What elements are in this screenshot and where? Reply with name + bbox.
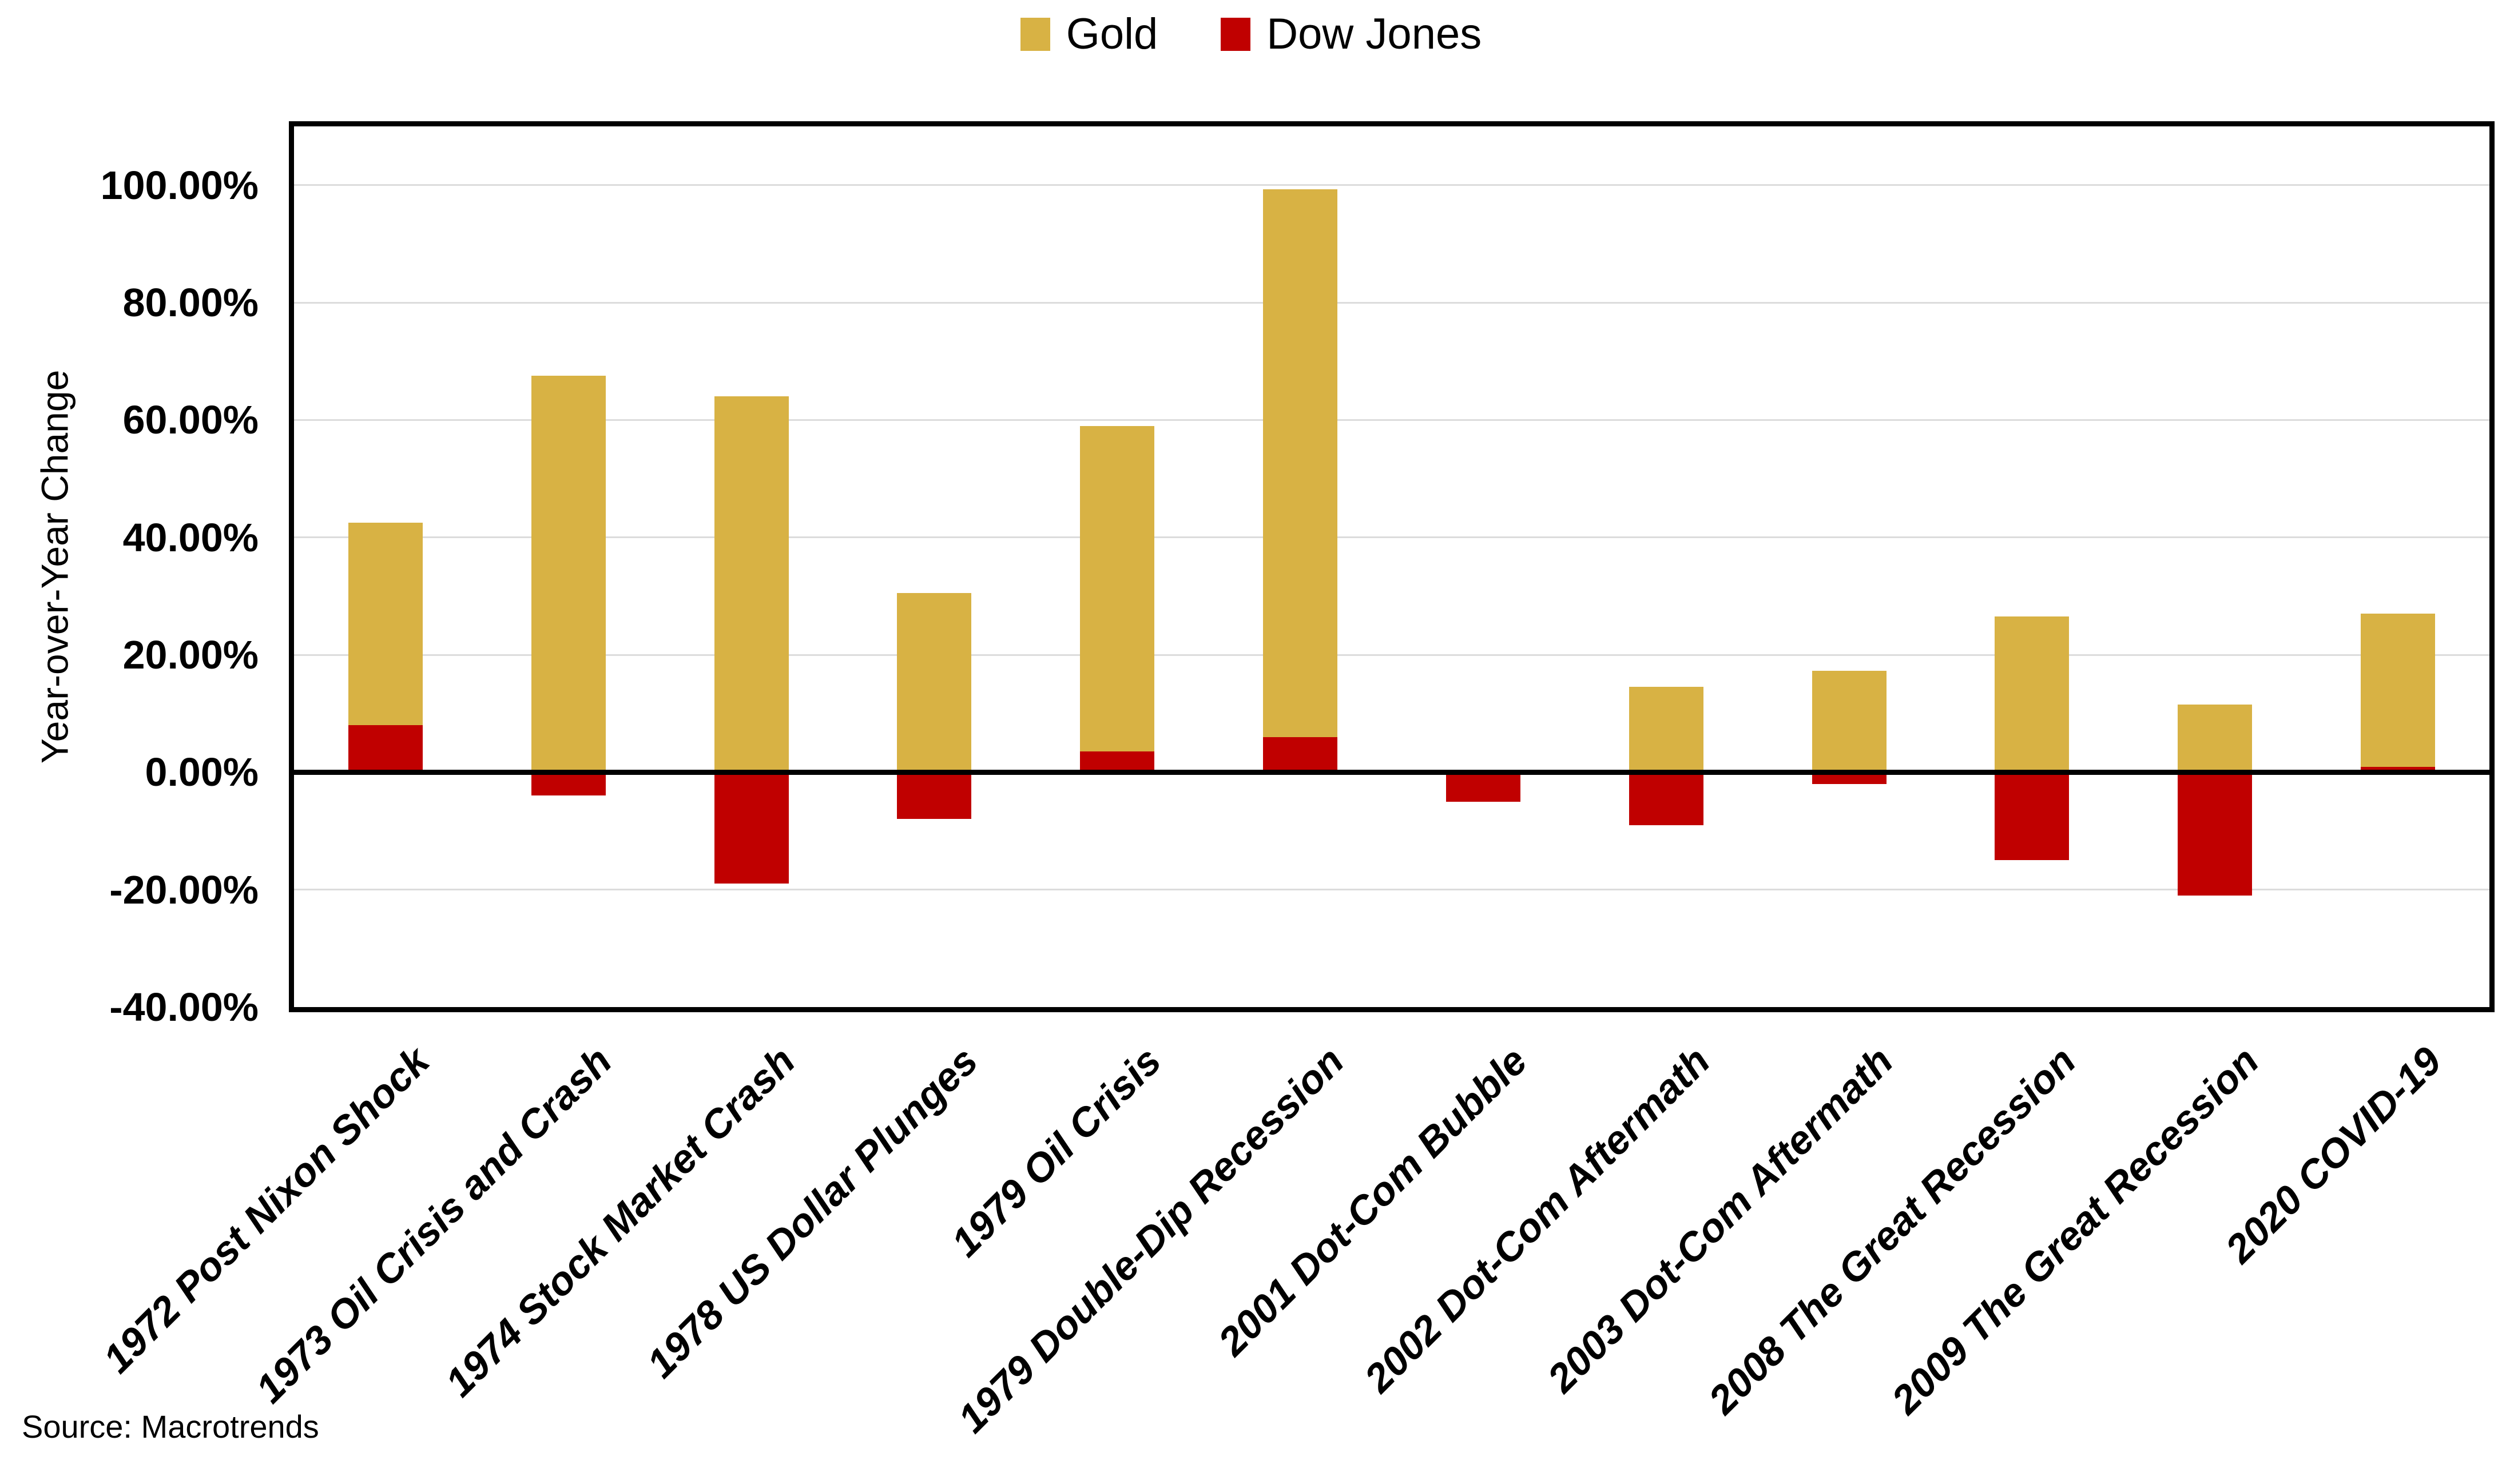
source-note: Source: Macrotrends — [22, 1409, 319, 1445]
gold-bar — [1995, 616, 2070, 773]
gold-bar — [1080, 425, 1155, 773]
y-axis-tick-label: 60.00% — [122, 397, 259, 443]
x-axis-category-label: 2003 Dot-Com Aftermath — [1538, 1038, 1901, 1401]
legend-item-gold: Gold — [1020, 13, 1158, 56]
y-axis-tick-label: 40.00% — [122, 515, 259, 560]
zero-axis-line — [294, 769, 2489, 775]
dowjones-bar — [348, 725, 423, 773]
dowjones-bar — [531, 772, 606, 796]
y-axis-tick-label: 100.00% — [100, 162, 259, 208]
dow-jones-series-swatch-icon — [1221, 18, 1251, 51]
dowjones-bar — [2361, 767, 2436, 773]
legend-label-dow-jones: Dow Jones — [1266, 10, 1482, 58]
gold-bar — [2361, 614, 2436, 773]
gridline — [294, 654, 2489, 656]
gold-series-swatch-icon — [1020, 18, 1050, 51]
gold-bar — [897, 593, 972, 773]
dowjones-bar — [2178, 772, 2253, 896]
x-axis-category-label: 1972 Post Nixon Shock — [94, 1038, 438, 1382]
x-axis-category-label: 1973 Oil Crisis and Crash — [247, 1038, 621, 1411]
plot-area — [289, 121, 2495, 1012]
dowjones-bar — [1995, 772, 2070, 861]
gold-bar — [1263, 189, 1338, 773]
legend-label-gold: Gold — [1066, 10, 1158, 58]
dowjones-bar — [714, 772, 789, 884]
y-axis-tick-label: 20.00% — [122, 632, 259, 677]
dowjones-bar — [1445, 772, 1520, 802]
x-axis-category-label: 1978 US Dollar Plunges — [638, 1038, 987, 1386]
gold-bar — [1629, 687, 1703, 773]
gold-bar — [1812, 670, 1887, 773]
dowjones-bar — [1812, 772, 1887, 784]
chart-legend: Gold Dow Jones — [0, 13, 2502, 56]
gridline — [294, 184, 2489, 186]
gridline — [294, 419, 2489, 421]
dowjones-bar — [1263, 737, 1338, 773]
gold-bar — [2178, 705, 2253, 773]
y-axis-tick-label: 80.00% — [122, 280, 259, 325]
gridline — [294, 301, 2489, 304]
gridline — [294, 536, 2489, 539]
y-axis-tick-label: -20.00% — [109, 867, 259, 912]
gridline — [294, 889, 2489, 891]
x-axis-category-label: 2008 The Great Recession — [1699, 1038, 2084, 1423]
dowjones-bar — [897, 772, 972, 819]
y-axis-tick-label: 0.00% — [145, 750, 259, 795]
gold-bar — [531, 376, 606, 773]
x-axis-category-label: 2002 Dot-Com Aftermath — [1355, 1038, 1718, 1401]
dowjones-bar — [1629, 772, 1703, 825]
gold-bar — [714, 396, 789, 773]
x-axis-category-label: 1979 Double-Dip Recession — [949, 1038, 1352, 1442]
x-axis-category-label: 2001 Dot-Com Bubble — [1209, 1038, 1535, 1364]
legend-item-dow-jones: Dow Jones — [1221, 13, 1482, 56]
y-axis-tick-label: -40.00% — [109, 985, 259, 1029]
x-axis-category-label: 1974 Stock Market Crash — [436, 1038, 804, 1405]
dowjones-bar — [1080, 751, 1155, 773]
x-axis-category-label: 2009 The Great Recession — [1883, 1038, 2267, 1423]
